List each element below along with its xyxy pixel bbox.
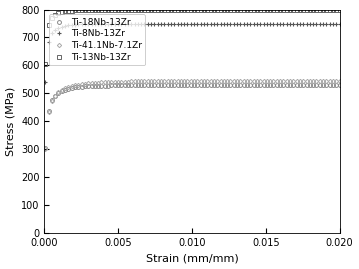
Ti-8Nb-13Zr: [248, 22, 252, 25]
Ti-8Nb-13Zr: [43, 80, 47, 84]
Ti-8Nb-13Zr: [294, 22, 299, 25]
Ti-13Nb-13Zr: [288, 8, 292, 11]
Ti-8Nb-13Zr: [83, 23, 87, 26]
Ti-13Nb-13Zr: [324, 8, 328, 11]
Ti-18Nb-13Zr: [288, 83, 292, 87]
Y-axis label: Stress (MPa): Stress (MPa): [5, 87, 15, 156]
Ti-13Nb-13Zr: [132, 8, 137, 11]
X-axis label: Strain (mm/mm): Strain (mm/mm): [146, 253, 238, 263]
Ti-8Nb-13Zr: [288, 22, 292, 25]
Ti-18Nb-13Zr: [83, 85, 87, 88]
Ti-41.1Nb-7.1Zr: [294, 79, 299, 82]
Line: Ti-41.1Nb-7.1Zr: Ti-41.1Nb-7.1Zr: [44, 79, 341, 151]
Ti-18Nb-13Zr: [324, 83, 328, 87]
Ti-13Nb-13Zr: [83, 8, 87, 12]
Ti-8Nb-13Zr: [337, 22, 342, 25]
Ti-8Nb-13Zr: [132, 22, 137, 25]
Ti-41.1Nb-7.1Zr: [43, 148, 47, 151]
Ti-13Nb-13Zr: [248, 8, 252, 11]
Ti-41.1Nb-7.1Zr: [132, 80, 137, 83]
Ti-41.1Nb-7.1Zr: [248, 79, 252, 83]
Ti-13Nb-13Zr: [337, 8, 342, 11]
Legend: Ti-18Nb-13Zr, Ti-8Nb-13Zr, Ti-41.1Nb-7.1Zr, Ti-13Nb-13Zr: Ti-18Nb-13Zr, Ti-8Nb-13Zr, Ti-41.1Nb-7.1…: [49, 14, 145, 65]
Ti-18Nb-13Zr: [248, 83, 252, 87]
Ti-8Nb-13Zr: [324, 22, 328, 25]
Ti-41.1Nb-7.1Zr: [288, 79, 292, 82]
Ti-13Nb-13Zr: [294, 8, 299, 11]
Ti-41.1Nb-7.1Zr: [324, 79, 328, 82]
Line: Ti-8Nb-13Zr: Ti-8Nb-13Zr: [43, 21, 342, 84]
Ti-18Nb-13Zr: [294, 83, 299, 87]
Line: Ti-18Nb-13Zr: Ti-18Nb-13Zr: [43, 83, 341, 150]
Ti-41.1Nb-7.1Zr: [83, 82, 87, 85]
Ti-18Nb-13Zr: [43, 146, 47, 149]
Line: Ti-13Nb-13Zr: Ti-13Nb-13Zr: [43, 8, 341, 66]
Ti-13Nb-13Zr: [43, 63, 47, 66]
Ti-41.1Nb-7.1Zr: [337, 79, 342, 82]
Ti-18Nb-13Zr: [132, 84, 137, 87]
Ti-18Nb-13Zr: [337, 83, 342, 87]
